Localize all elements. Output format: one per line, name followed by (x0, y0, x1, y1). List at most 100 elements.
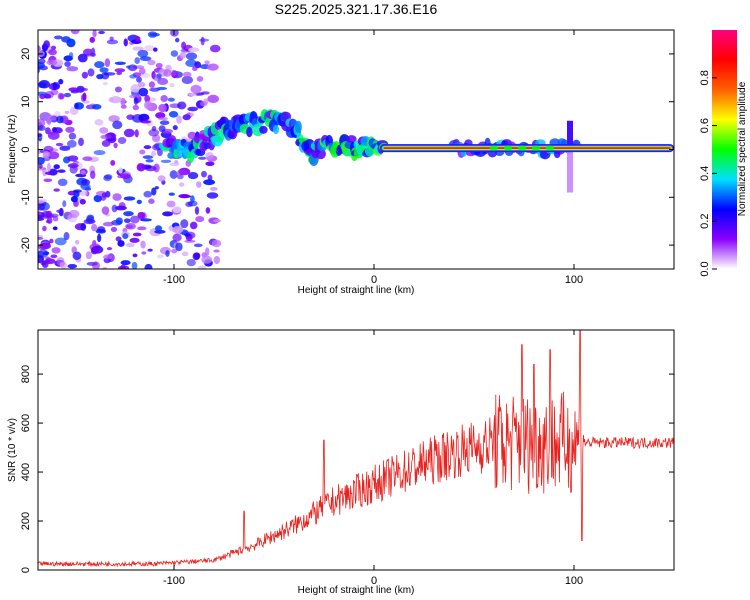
spectrogram-noise-blob (157, 117, 168, 121)
snr-y-tick-label: 600 (20, 414, 32, 432)
spectrogram-noise-blob (44, 90, 54, 99)
spectrogram-noise-blob (56, 209, 64, 213)
spectrogram-noise-blob (151, 150, 156, 157)
spectrogram-noise-blob (123, 196, 136, 201)
spectrogram-noise-blob (188, 47, 200, 53)
spectrogram-noise-blob (139, 56, 152, 62)
spectrogram-bead (546, 145, 554, 151)
spectrogram-ridge (158, 109, 674, 193)
spectrogram-noise-blob (147, 248, 153, 252)
spectrogram-noise-blob (129, 237, 140, 243)
spectrogram-noise-blob (57, 178, 68, 187)
spectrogram-y-tick-label: -10 (20, 189, 32, 205)
spectrogram-ridge-blob (272, 124, 280, 135)
spectrogram-noise-blob (76, 87, 89, 92)
spectrogram-noise-blob (106, 39, 119, 45)
spectrogram-noise-blob (59, 145, 71, 151)
spectrogram-noise-blob (196, 181, 202, 188)
spectrogram-noise-blob (108, 115, 120, 123)
spectrogram-noise-blob (68, 52, 74, 60)
spectrogram-noise-blob (138, 67, 146, 75)
spectrogram-noise-blob (99, 67, 109, 73)
spectrogram-noise-blob (59, 262, 65, 268)
spectrogram-noise-blob (205, 207, 211, 214)
snr-y-tick-label: 0 (20, 567, 32, 573)
spectrogram-noise-blob (103, 72, 116, 76)
spectrogram-noise-blob (148, 81, 155, 88)
spectrogram-noise-blob (141, 251, 147, 255)
snr-x-axis-label: Height of straight line (km) (298, 585, 415, 596)
spectrogram-noise-blob (106, 247, 113, 251)
spectrogram-noise-blob (112, 193, 122, 201)
snr-background (38, 330, 674, 570)
spectrogram-noise-blob (70, 30, 80, 35)
spectrogram-noise-blob (169, 162, 180, 167)
spectrogram-noise-blob (172, 125, 178, 131)
spectrogram-noise-blob (123, 218, 131, 223)
spectrogram-noise-blob (182, 71, 192, 78)
spectrogram-noise-blob (101, 206, 110, 215)
spectrogram-noise-blob (67, 155, 79, 162)
spectrogram-ridge-blob (294, 120, 302, 133)
spectrogram-noise-blob (55, 142, 64, 147)
spectrogram-x-tick-label: -100 (163, 274, 185, 286)
spectrogram-noise-blob (133, 97, 139, 105)
spectrogram-noise-blob (74, 102, 79, 110)
spectrogram-noise-blob (185, 52, 198, 60)
spectrogram-noise-blob (193, 243, 203, 248)
spectrogram-noise-blob (94, 61, 105, 69)
spectrogram-noise-blob (200, 100, 208, 107)
spectrogram-noise-blob (62, 200, 67, 208)
spectrogram-noise-blob (109, 36, 114, 42)
colorbar-tick-label: 0.6 (699, 118, 711, 133)
spectrogram-noise-blob (38, 202, 45, 211)
spectrogram-noise-blob (123, 38, 128, 47)
spectrogram-noise-blob (198, 156, 207, 160)
spectrogram-noise-blob (93, 150, 106, 156)
spectrogram-noise-blob (92, 30, 97, 38)
spectrogram-noise-blob (130, 84, 141, 93)
spectrogram-noise-blob (130, 215, 140, 224)
spectrogram-noise-blob (160, 94, 168, 102)
snr-y-tick-label: 200 (20, 512, 32, 530)
spectrogram-noise-blob (38, 61, 45, 70)
spectrogram-noise-blob (176, 174, 183, 178)
spectrogram-noise-blob (50, 254, 58, 259)
spectrogram-noise-blob (163, 69, 172, 77)
spectrogram-noise-blob (38, 236, 44, 240)
spectrogram-noise-blob (194, 206, 200, 215)
colorbar-ticks: 0.0 0.2 0.4 0.6 0.8 (699, 70, 717, 277)
spectrogram-noise-blob (70, 195, 78, 203)
spectrogram-noise-blob (178, 182, 185, 187)
spectrogram-noise-blob (144, 263, 153, 269)
spectrogram-noise-blob (180, 219, 189, 229)
spectrogram-noise-blob (109, 96, 122, 104)
spectrogram-noise-blob (192, 252, 200, 261)
spectrogram-noise-blob (42, 151, 50, 159)
snr-y-tick-label: 800 (20, 365, 32, 383)
spectrogram-noise-blob (178, 193, 190, 199)
spectrogram-noise-blob (122, 233, 129, 240)
spectrogram-noise-blob (144, 100, 153, 110)
spectrogram-noise-blob (117, 137, 127, 145)
colorbar-gradient (712, 30, 737, 269)
spectrogram-noise-blob (209, 44, 221, 53)
spectrogram-noise-blob (64, 110, 70, 114)
spectrogram-noise-blob (207, 63, 219, 71)
spectrogram-noise-blob (132, 104, 139, 111)
spectrogram-noise-blob (38, 125, 46, 131)
spectrogram-noise-blob (77, 53, 88, 63)
spectrogram-noise-blob (154, 186, 159, 190)
spectrogram-noise-blob (190, 195, 195, 203)
spectrogram-noise-blob (38, 249, 49, 258)
spectrogram-noise-blob (155, 112, 166, 119)
spectrogram-noise-blob (139, 218, 152, 222)
spectrogram-noise-blob (207, 94, 220, 104)
spectrogram-noise-blob (86, 214, 95, 221)
spectrogram-noise-blob (110, 159, 116, 166)
spectrogram-noise-blob (177, 101, 187, 110)
spectrogram-noise-blob (185, 59, 197, 67)
spectrogram-noise-blob (140, 120, 152, 124)
spectrogram-noise-blob (131, 261, 138, 269)
spectrogram-noise-blob (58, 78, 64, 85)
